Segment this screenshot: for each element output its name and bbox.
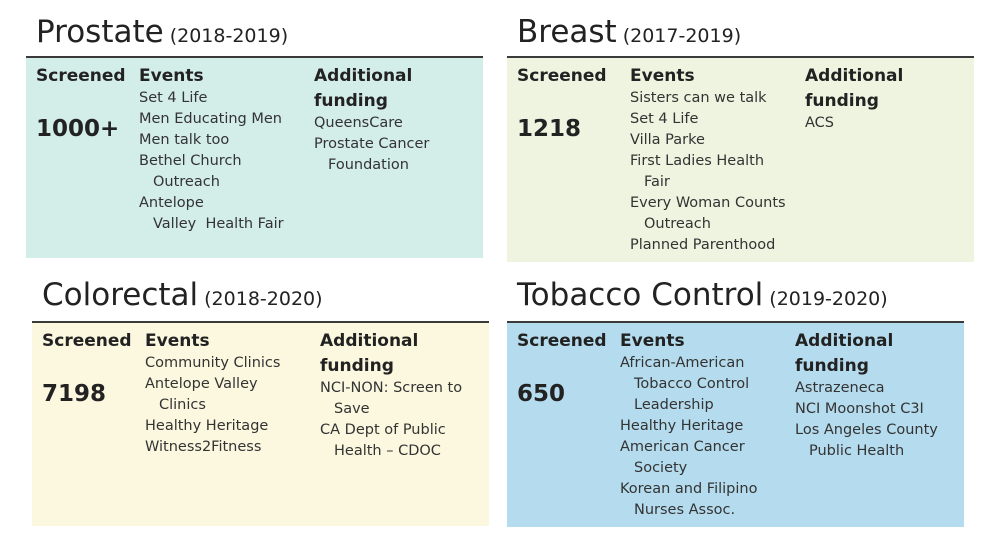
panel-title: Breast (2017-2019) <box>517 14 741 50</box>
screened-count: 1218 <box>517 116 582 142</box>
title-divider <box>32 321 489 323</box>
list-item: Sisters can we talk <box>630 90 767 106</box>
list-item: Set 4 Life <box>630 111 699 127</box>
events-list: Sisters can we talk Set 4 Life Villa Par… <box>630 88 800 256</box>
list-item: Prostate Cancer Foundation <box>314 136 430 173</box>
panel-breast: Breast (2017-2019) Screened 1218 Events S… <box>507 12 974 262</box>
list-item: Bethel Church Outreach <box>139 153 242 190</box>
events-list: Set 4 Life Men Educating Men Men talk to… <box>139 88 309 235</box>
panel-prostate: Prostate (2018-2019) Screened 1000+ Event… <box>26 12 483 258</box>
panel-box: Screened 650 Events African-American Toba… <box>507 323 964 527</box>
screened-count: 7198 <box>42 381 107 407</box>
panel-box: Screened 1218 Events Sisters can we talk… <box>507 58 974 262</box>
panel-title-name: Breast <box>517 14 617 50</box>
list-item: First Ladies Health Fair <box>630 153 765 190</box>
screened-count: 650 <box>517 381 566 407</box>
panel-title-name: Colorectal <box>42 277 199 313</box>
events-list: African-American Tobacco Control Leadersh… <box>620 353 780 521</box>
events-list: Community Clinics Antelope Valley Clinics… <box>145 353 315 458</box>
list-item: Korean and Filipino Nurses Assoc. <box>620 481 758 518</box>
events-label: Events <box>139 66 204 86</box>
panel-title-name: Tobacco Control <box>517 277 764 313</box>
list-item: NCI Moonshot C3I <box>795 401 924 417</box>
list-item: Witness2Fitness <box>145 439 262 455</box>
panel-title-years: (2018-2020) <box>204 288 323 310</box>
events-label: Events <box>145 331 210 351</box>
panel-box: Screened 1000+ Events Set 4 Life Men Edu… <box>26 58 483 258</box>
screened-count: 1000+ <box>36 116 120 142</box>
funding-list: Astrazeneca NCI Moonshot C3I Los Angeles… <box>795 378 960 462</box>
list-item: NCI-NON: Screen to Save <box>320 380 463 417</box>
title-divider <box>507 321 964 323</box>
list-item: Set 4 Life <box>139 90 208 106</box>
title-divider <box>507 56 974 58</box>
funding-list: NCI-NON: Screen to Save CA Dept of Public… <box>320 378 485 462</box>
panel-title: Prostate (2018-2019) <box>36 14 288 50</box>
list-item: African-American Tobacco Control Leadersh… <box>620 355 750 413</box>
list-item: Villa Parke <box>630 132 705 148</box>
panel-title: Tobacco Control (2019-2020) <box>517 277 888 313</box>
funding-label: Additional funding <box>795 331 894 376</box>
list-item: Astrazeneca <box>795 380 885 396</box>
funding-list: ACS <box>805 113 970 134</box>
list-item: Los Angeles County Public Health <box>795 422 938 459</box>
screened-label: Screened <box>517 331 607 351</box>
title-divider <box>26 56 483 58</box>
panel-title: Colorectal (2018-2020) <box>42 277 323 313</box>
list-item: CA Dept of Public Health – CDOC <box>320 422 446 459</box>
panel-title-years: (2017-2019) <box>622 25 742 47</box>
list-item: Men Educating Men <box>139 111 282 127</box>
list-item: Men talk too <box>139 132 230 148</box>
list-item: American Cancer Society <box>620 439 745 476</box>
funding-label: Additional funding <box>320 331 419 376</box>
screened-label: Screened <box>36 66 126 86</box>
list-item: QueensCare <box>314 115 403 131</box>
screened-label: Screened <box>517 66 607 86</box>
panel-tobacco-control: Tobacco Control (2019-2020) Screened 650 … <box>507 277 964 527</box>
funding-label: Additional funding <box>314 66 413 111</box>
list-item: ACS <box>805 115 834 131</box>
panel-title-name: Prostate <box>36 14 164 50</box>
list-item: Healthy Heritage <box>620 418 744 434</box>
screened-label: Screened <box>42 331 132 351</box>
funding-list: QueensCare Prostate Cancer Foundation <box>314 113 479 176</box>
list-item: Antelope Valley Health Fair <box>139 195 284 232</box>
panel-title-years: (2018-2019) <box>169 25 289 47</box>
list-item: Community Clinics <box>145 355 281 371</box>
list-item: Antelope Valley Clinics <box>145 376 258 413</box>
funding-label: Additional funding <box>805 66 904 111</box>
events-label: Events <box>630 66 695 86</box>
panel-colorectal: Colorectal (2018-2020) Screened 7198 Even… <box>32 277 489 526</box>
list-item: Every Woman Counts Outreach <box>630 195 786 232</box>
events-label: Events <box>620 331 685 351</box>
list-item: Healthy Heritage <box>145 418 269 434</box>
list-item: Planned Parenthood <box>630 237 776 253</box>
panel-title-years: (2019-2020) <box>769 288 888 310</box>
panel-box: Screened 7198 Events Community Clinics A… <box>32 323 489 526</box>
